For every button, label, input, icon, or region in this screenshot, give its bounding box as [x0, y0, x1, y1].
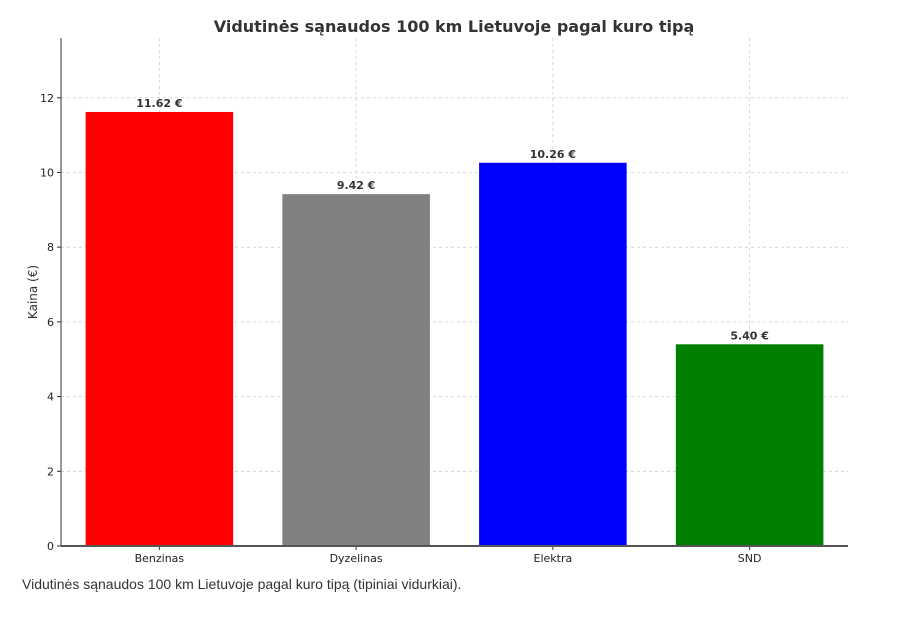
y-tick-label: 12	[40, 92, 54, 105]
bar-benzinas	[85, 111, 234, 546]
y-tick-label: 2	[47, 465, 54, 478]
y-tick-label: 8	[47, 241, 54, 254]
bar-elektra	[479, 162, 627, 546]
chart-title: Vidutinės sąnaudos 100 km Lietuvoje paga…	[214, 17, 695, 36]
bar-chart: Vidutinės sąnaudos 100 km Lietuvoje paga…	[26, 17, 848, 565]
bar-snd	[675, 344, 824, 546]
y-axis-label: Kaina (€)	[26, 265, 40, 319]
y-tick-label: 6	[47, 316, 54, 329]
x-tick-label: SND	[738, 552, 762, 565]
bar-value-label: 5.40 €	[730, 329, 769, 342]
x-tick-label: Elektra	[534, 552, 573, 565]
bar-value-label: 11.62 €	[136, 97, 182, 110]
bars: 11.62 € 9.42 € 10.26 € 5.40 €	[85, 97, 824, 546]
x-tick-label: Benzinas	[135, 552, 185, 565]
y-tick-label: 4	[47, 391, 54, 404]
bar-dyzelinas	[282, 194, 430, 546]
figure-caption: Vidutinės sąnaudos 100 km Lietuvoje paga…	[22, 576, 462, 592]
bar-value-label: 9.42 €	[337, 179, 376, 192]
x-tick-label: Dyzelinas	[330, 552, 383, 565]
axes: 0 2 4 6 8 10 12 Benzinas Dyzelinas Elektra SND	[40, 38, 848, 565]
bar-value-label: 10.26 €	[530, 148, 576, 161]
y-tick-label: 0	[47, 540, 54, 553]
y-tick-label: 10	[40, 166, 54, 179]
